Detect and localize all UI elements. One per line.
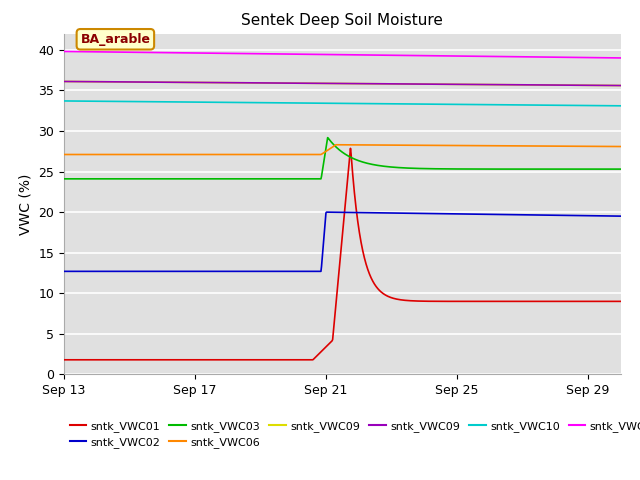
Title: Sentek Deep Soil Moisture: Sentek Deep Soil Moisture — [241, 13, 444, 28]
Y-axis label: VWC (%): VWC (%) — [19, 173, 33, 235]
Text: BA_arable: BA_arable — [81, 33, 150, 46]
Legend: sntk_VWC01, sntk_VWC02, sntk_VWC03, sntk_VWC06, sntk_VWC09, sntk_VWC09, sntk_VWC: sntk_VWC01, sntk_VWC02, sntk_VWC03, sntk… — [70, 421, 640, 448]
